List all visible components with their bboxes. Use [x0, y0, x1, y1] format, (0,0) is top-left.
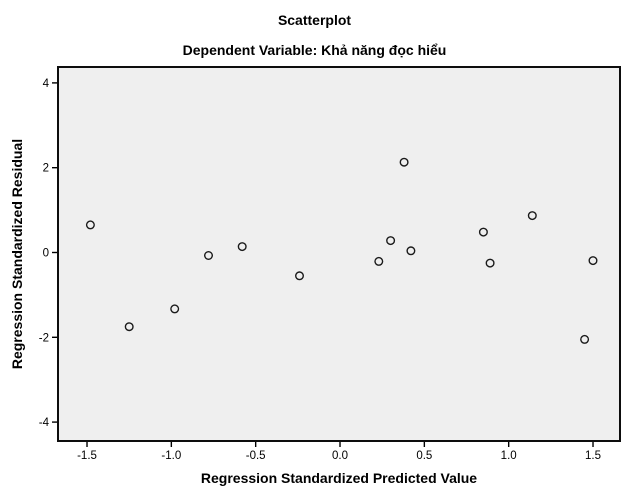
- data-point: [485, 258, 495, 268]
- y-tick-label: 2: [43, 163, 49, 175]
- data-point: [527, 211, 537, 221]
- x-axis-title: Regression Standardized Predicted Value: [200, 470, 478, 486]
- data-point: [478, 227, 488, 237]
- y-tick-label: -4: [39, 417, 50, 429]
- x-tick-label: -0.5: [246, 450, 266, 462]
- data-point: [237, 242, 247, 252]
- x-tick-label: 0.0: [332, 450, 348, 462]
- data-point: [588, 256, 598, 266]
- data-point: [124, 322, 134, 332]
- x-tick-label: 0.5: [416, 450, 432, 462]
- x-tick-label: 1.0: [501, 450, 517, 462]
- data-point: [580, 334, 590, 344]
- data-point: [295, 271, 305, 281]
- x-tick-label: -1.0: [161, 450, 181, 462]
- x-tick-label: 1.5: [585, 450, 601, 462]
- data-point: [399, 157, 409, 167]
- y-tick-label: -2: [39, 332, 49, 344]
- data-point: [386, 236, 396, 246]
- y-tick-label: 4: [43, 78, 50, 90]
- data-point: [203, 250, 213, 260]
- data-point: [170, 304, 180, 314]
- data-point: [85, 220, 95, 230]
- plot-frame: [57, 66, 621, 442]
- x-tick-label: -1.5: [77, 450, 97, 462]
- data-point: [406, 246, 416, 256]
- data-point: [374, 256, 384, 266]
- y-tick-label: 0: [43, 247, 49, 259]
- chart-subtitle: Dependent Variable: Khả năng đọc hiểu: [182, 42, 447, 58]
- chart-title: Scatterplot: [277, 12, 352, 28]
